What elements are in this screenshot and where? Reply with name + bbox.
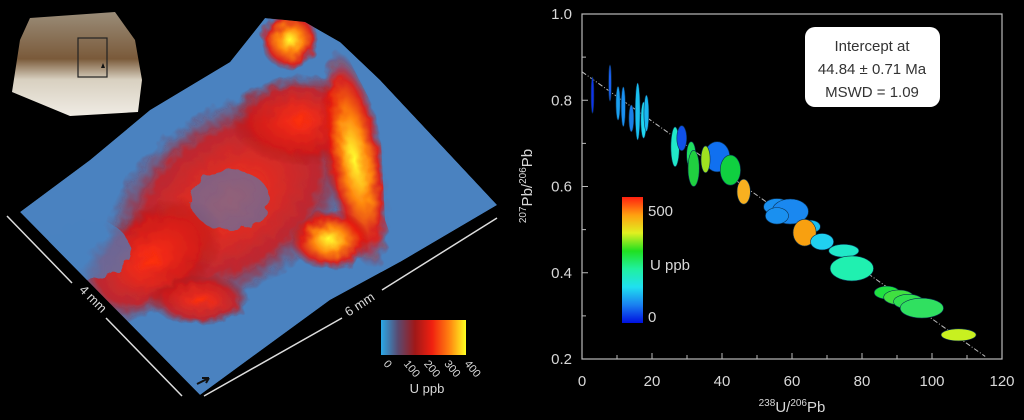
x-tick-label: 100 bbox=[919, 373, 944, 390]
sample-photo-inset bbox=[12, 12, 142, 116]
left-colorbar-label: U ppb bbox=[410, 381, 445, 396]
data-ellipse bbox=[615, 86, 621, 121]
data-ellipse bbox=[719, 154, 741, 186]
intercept-annotation: Intercept at 44.84 ± 0.71 Ma MSWD = 1.09 bbox=[805, 27, 940, 107]
data-ellipse bbox=[590, 76, 595, 114]
data-ellipse bbox=[736, 178, 751, 205]
data-ellipse bbox=[829, 255, 874, 282]
colorbar-min-label: 0 bbox=[648, 309, 656, 326]
annotation-line-3: MSWD = 1.09 bbox=[825, 84, 919, 101]
data-ellipse bbox=[643, 94, 650, 132]
left-colorbar-tick: 200 bbox=[421, 358, 442, 380]
concordia-chart: 0 20 40 60 80 100 120 0.2 0.4 0.6 0.8 1.0 500 U ppb… bbox=[518, 6, 1015, 416]
y-tick-label: 0.8 bbox=[551, 92, 572, 109]
data-ellipse bbox=[628, 104, 635, 133]
y-tick-label: 0.4 bbox=[551, 265, 572, 282]
u-colorbar: 500 U ppb 0 bbox=[622, 197, 690, 326]
data-ellipse bbox=[828, 243, 860, 258]
data-ellipse bbox=[899, 297, 944, 319]
x-tick-label: 80 bbox=[854, 373, 871, 390]
y-tick-label: 0.2 bbox=[551, 351, 572, 368]
uranium-3d-surface-map bbox=[20, 18, 497, 395]
colorbar-label: U ppb bbox=[650, 257, 690, 274]
data-ellipse bbox=[620, 86, 626, 127]
x-tick-label: 40 bbox=[714, 373, 731, 390]
orientation-arrow-icon bbox=[196, 377, 210, 385]
x-tick-label: 0 bbox=[578, 373, 586, 390]
left-colorbar-tick: 100 bbox=[401, 358, 422, 380]
left-colorbar: 0 100 200 300 400 U ppb bbox=[381, 320, 483, 396]
x-axis-label: 238U/206Pb bbox=[759, 398, 826, 416]
data-ellipse bbox=[940, 328, 977, 342]
scale-label-6mm: 6 mm bbox=[342, 289, 377, 319]
left-colorbar-tick: 0 bbox=[381, 358, 394, 370]
selection-box bbox=[77, 37, 108, 78]
data-ellipse bbox=[810, 233, 834, 251]
y-tick-label: 1.0 bbox=[551, 6, 572, 23]
data-ellipse bbox=[700, 145, 711, 174]
colorbar-max-label: 500 bbox=[648, 203, 673, 220]
x-tick-label: 60 bbox=[784, 373, 801, 390]
data-ellipse bbox=[765, 207, 789, 225]
data-ellipse bbox=[634, 82, 641, 141]
data-ellipse bbox=[792, 218, 817, 247]
data-ellipse bbox=[676, 125, 687, 152]
x-tick-label: 120 bbox=[989, 373, 1014, 390]
annotation-line-1: Intercept at bbox=[834, 38, 910, 55]
x-tick-label: 20 bbox=[644, 373, 661, 390]
data-ellipse bbox=[608, 64, 612, 102]
left-colorbar-tick: 300 bbox=[441, 358, 462, 380]
annotation-line-2: 44.84 ± 0.71 Ma bbox=[818, 61, 927, 78]
y-axis-label: 207Pb/206Pb bbox=[518, 149, 536, 223]
y-tick-label: 0.6 bbox=[551, 179, 572, 196]
data-ellipse bbox=[687, 149, 700, 187]
left-colorbar-tick: 400 bbox=[462, 358, 483, 380]
